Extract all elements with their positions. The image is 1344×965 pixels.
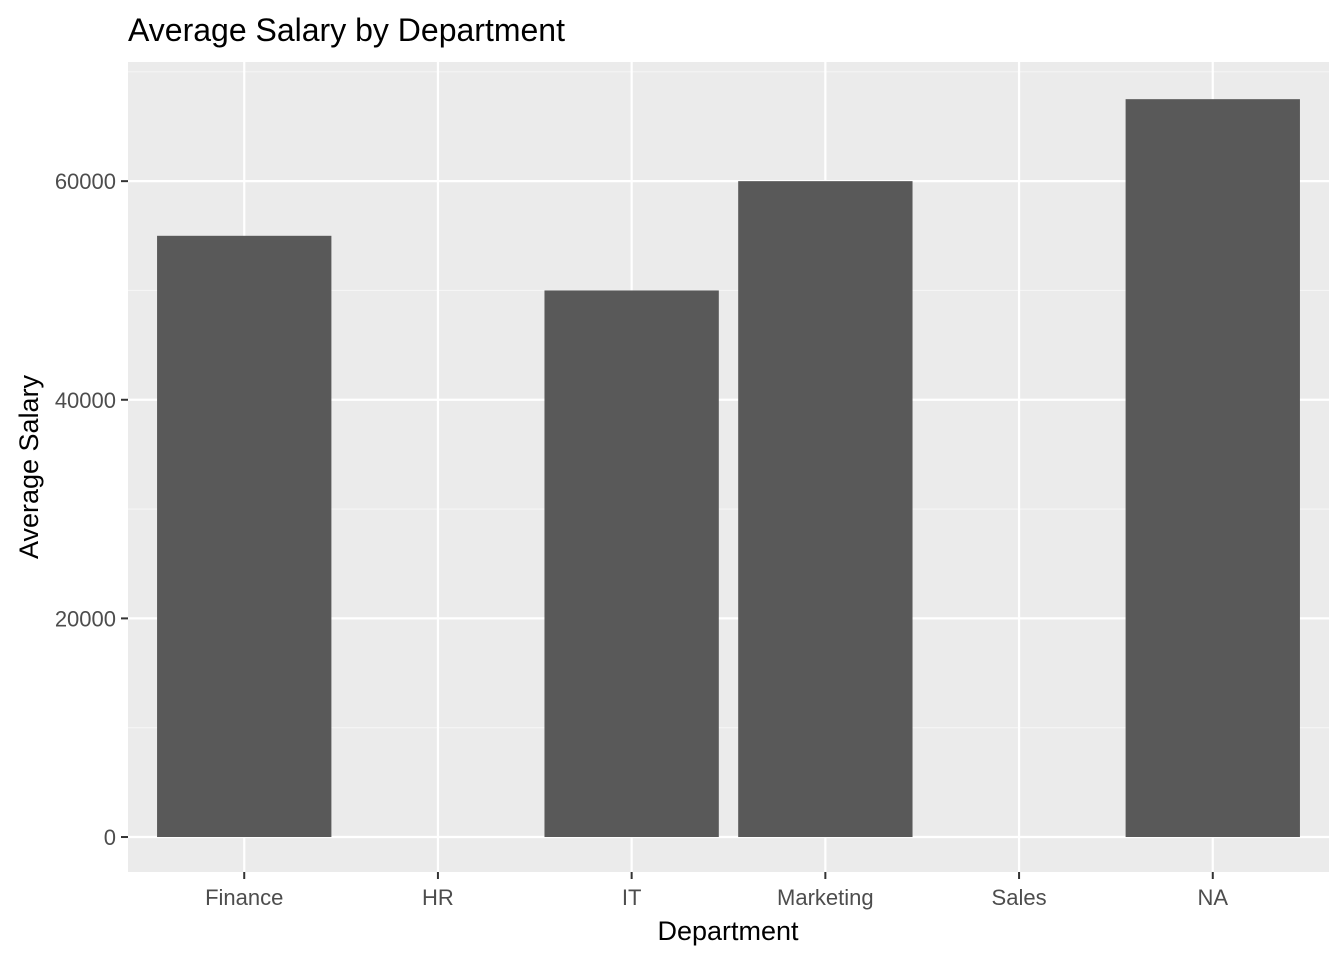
x-tick-label: HR [422,885,454,910]
x-axis-ticks: Finance HR IT Marketing Sales NA [205,872,1228,910]
x-tick-label: Marketing [777,885,874,910]
y-axis-ticks: 0 20000 40000 60000 [55,169,128,850]
chart-title: Average Salary by Department [128,12,565,48]
y-tick-label: 0 [104,825,116,850]
y-axis-title: Average Salary [14,374,44,559]
x-tick-label: Finance [205,885,283,910]
x-axis-title: Department [657,916,799,946]
bar-finance [157,235,332,838]
bar-na [1125,99,1300,838]
x-tick-label: NA [1197,885,1228,910]
bar-it [544,290,719,838]
x-tick-label: Sales [992,885,1047,910]
x-tick-label: IT [622,885,642,910]
y-tick-label: 20000 [55,606,116,631]
bars [157,99,1300,838]
y-tick-label: 60000 [55,169,116,194]
bar-marketing [738,181,913,838]
y-tick-label: 40000 [55,388,116,413]
